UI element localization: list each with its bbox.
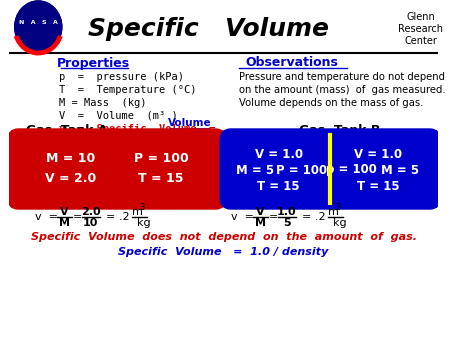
Text: V = 1.0: V = 1.0 xyxy=(255,148,303,162)
Text: 3: 3 xyxy=(336,203,341,213)
Text: = .2: = .2 xyxy=(302,212,326,222)
Text: on the amount (mass)  of  gas measured.: on the amount (mass) of gas measured. xyxy=(239,85,446,95)
Text: V: V xyxy=(60,207,69,217)
Text: T = 15: T = 15 xyxy=(357,180,400,192)
Text: T = 15: T = 15 xyxy=(138,173,184,186)
Circle shape xyxy=(15,1,62,53)
Text: V: V xyxy=(256,207,265,217)
FancyBboxPatch shape xyxy=(8,129,226,209)
Text: T = 15: T = 15 xyxy=(257,180,300,192)
Text: p = 100: p = 100 xyxy=(326,164,376,176)
Text: M = 5: M = 5 xyxy=(381,164,419,176)
Text: 10: 10 xyxy=(83,218,99,228)
Text: P = 100: P = 100 xyxy=(276,164,327,176)
Text: 1.0: 1.0 xyxy=(277,207,297,217)
Text: v  =  Specific  Volume  =: v = Specific Volume = xyxy=(59,124,215,134)
Text: M: M xyxy=(59,218,70,228)
Text: Glenn
Research
Center: Glenn Research Center xyxy=(398,12,443,45)
Text: 2.0: 2.0 xyxy=(81,207,100,217)
Text: Mass: Mass xyxy=(175,131,205,141)
Text: Gas  Tank B: Gas Tank B xyxy=(299,125,380,137)
Text: 3: 3 xyxy=(139,203,145,213)
Text: Specific  Volume  does  not  depend  on  the  amount  of  gas.: Specific Volume does not depend on the a… xyxy=(31,232,417,242)
Text: Properties: Properties xyxy=(57,56,130,70)
Text: M = Mass  (kg): M = Mass (kg) xyxy=(59,98,146,108)
Text: Observations: Observations xyxy=(245,56,338,70)
Text: kg: kg xyxy=(137,218,150,228)
Text: m: m xyxy=(328,207,339,217)
FancyBboxPatch shape xyxy=(220,129,441,209)
Text: p  =  pressure (kPa): p = pressure (kPa) xyxy=(59,72,184,82)
Text: =: = xyxy=(269,212,278,222)
Text: P = 100: P = 100 xyxy=(134,153,189,165)
Text: V = 1.0: V = 1.0 xyxy=(354,148,402,162)
Text: v  =: v = xyxy=(231,212,257,222)
Text: M = 10: M = 10 xyxy=(46,153,95,165)
Text: Gas  Tank A: Gas Tank A xyxy=(26,125,107,137)
Text: Specific   Volume: Specific Volume xyxy=(88,17,329,41)
Text: v  =: v = xyxy=(35,212,61,222)
Text: kg: kg xyxy=(333,218,346,228)
Text: Pressure and temperature do not depend: Pressure and temperature do not depend xyxy=(239,72,445,82)
Circle shape xyxy=(15,1,62,53)
Text: m: m xyxy=(132,207,143,217)
Text: Specific  Volume   =  1.0 / density: Specific Volume = 1.0 / density xyxy=(118,247,329,257)
Text: V  =  Volume  (m³ ): V = Volume (m³ ) xyxy=(59,111,178,121)
Text: V = 2.0: V = 2.0 xyxy=(45,173,96,186)
Text: M = 5: M = 5 xyxy=(236,164,274,176)
Text: N   A   S   A: N A S A xyxy=(19,21,58,26)
Text: Volume depends on the mass of gas.: Volume depends on the mass of gas. xyxy=(239,98,423,108)
Text: T  =  Temperature (°C): T = Temperature (°C) xyxy=(59,85,197,95)
Text: M: M xyxy=(255,218,266,228)
Text: Volume: Volume xyxy=(168,118,212,128)
Text: = .2: = .2 xyxy=(106,212,130,222)
Text: 5: 5 xyxy=(283,218,291,228)
Text: =: = xyxy=(73,212,82,222)
